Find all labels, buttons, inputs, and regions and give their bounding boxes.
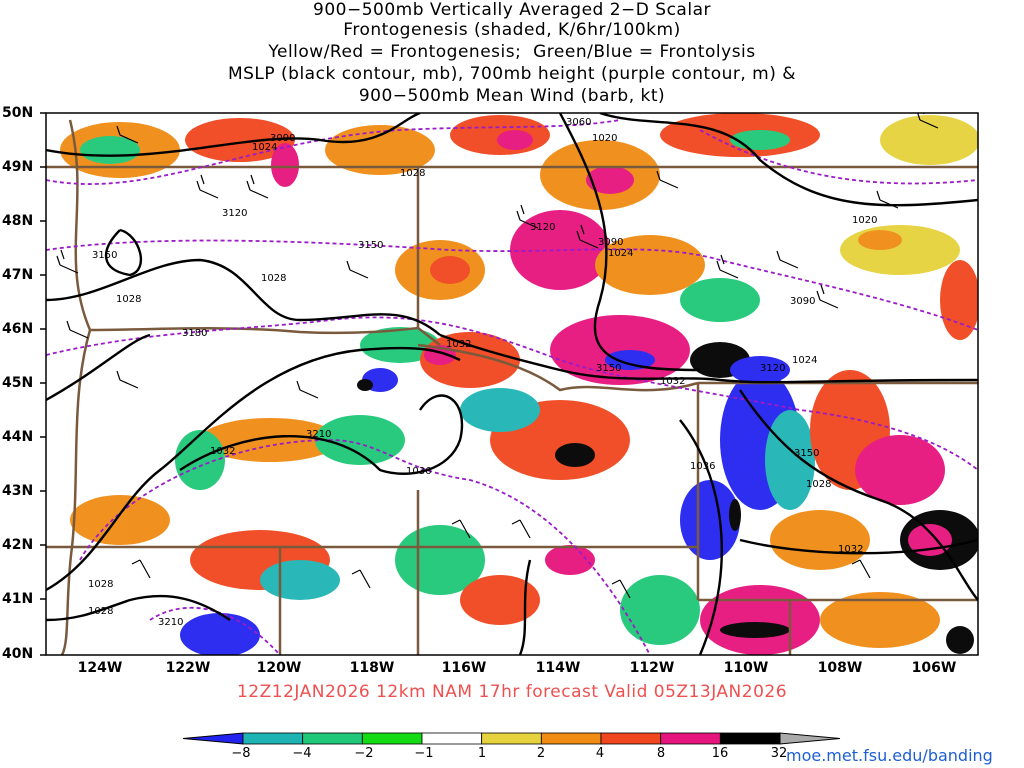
lat-label: 40N <box>2 646 34 662</box>
height-label: 3210 <box>158 617 183 628</box>
lat-label: 50N <box>2 105 34 121</box>
height-label: 3150 <box>794 448 819 459</box>
colorbar <box>182 732 841 745</box>
height-label: 3090 <box>790 296 815 307</box>
mslp-label: 1020 <box>592 133 617 144</box>
height-label: 3150 <box>358 240 383 251</box>
colorbar-swatch <box>361 732 423 745</box>
lat-label: 47N <box>2 267 34 283</box>
colorbar-label: 16 <box>711 746 729 761</box>
mslp-label: 1028 <box>88 606 113 617</box>
lat-label: 48N <box>2 213 34 229</box>
wind-barbs <box>56 113 939 599</box>
lon-label: 114W <box>535 660 581 676</box>
title-line-1: 900−500mb Vertically Averaged 2−D Scalar <box>313 0 711 20</box>
colorbar-label: −2 <box>354 746 374 761</box>
height-label: 3120 <box>530 222 555 233</box>
mslp-label: 1032 <box>660 376 685 387</box>
height-label: 3120 <box>760 363 785 374</box>
lat-label: 49N <box>2 159 34 175</box>
colorbar-swatch <box>242 732 304 745</box>
mslp-label: 1032 <box>210 446 235 457</box>
lon-label: 120W <box>256 660 302 676</box>
title-line-3: Yellow/Red = Frontogenesis; Green/Blue =… <box>268 42 756 62</box>
height-label: 3180 <box>182 328 207 339</box>
height-label: 3120 <box>222 208 247 219</box>
colorbar-swatch <box>600 732 662 745</box>
height-label: 3060 <box>566 117 591 128</box>
mslp-label: 1024 <box>792 355 817 366</box>
mslp-label: 1032 <box>446 339 471 350</box>
lat-label: 43N <box>2 483 34 499</box>
contour-labels: 1024 1020 1028 1024 1028 1028 1024 1032 … <box>88 117 877 628</box>
mslp-label: 1028 <box>261 273 286 284</box>
height-label: 3210 <box>306 429 331 440</box>
colorbar-label: 4 <box>595 746 605 761</box>
mslp-label: 1024 <box>608 248 633 259</box>
mslp-label: 1036 <box>690 461 715 472</box>
mslp-label: 1028 <box>400 168 425 179</box>
title-line-4: MSLP (black contour, mb), 700mb height (… <box>227 64 797 84</box>
lon-label: 106W <box>911 660 957 676</box>
height-label: 3090 <box>270 133 295 144</box>
lat-label: 45N <box>2 375 34 391</box>
colorbar-max-arrow <box>779 732 841 745</box>
lon-label: 118W <box>349 660 395 676</box>
height-label: 3150 <box>92 250 117 261</box>
forecast-valid-time: 12Z12JAN2026 12km NAM 17hr forecast Vali… <box>236 682 788 702</box>
colorbar-label: 8 <box>656 746 666 761</box>
colorbar-label: 1 <box>477 746 487 761</box>
colorbar-label: −1 <box>414 746 434 761</box>
colorbar-swatch <box>540 732 602 745</box>
shading-layer <box>46 113 978 655</box>
mslp-label: 1036 <box>406 466 431 477</box>
height-label: 3150 <box>596 363 621 374</box>
lon-label: 122W <box>165 660 211 676</box>
mslp-label: 1028 <box>806 479 831 490</box>
source-credit: moe.met.fsu.edu/banding <box>786 746 993 765</box>
height-label: 3090 <box>598 237 623 248</box>
lat-label: 42N <box>2 537 34 553</box>
lon-label: 116W <box>441 660 487 676</box>
lat-label: 41N <box>2 591 34 607</box>
mslp-label: 1024 <box>252 142 277 153</box>
mslp-label: 1020 <box>852 215 877 226</box>
colorbar-label: −4 <box>292 746 312 761</box>
colorbar-swatch <box>719 732 781 745</box>
lat-label: 44N <box>2 429 34 445</box>
colorbar-label: 2 <box>536 746 546 761</box>
mslp-label: 1032 <box>838 544 863 555</box>
lon-label: 112W <box>629 660 675 676</box>
colorbar-label: −8 <box>231 746 251 761</box>
lon-label: 110W <box>723 660 769 676</box>
colorbar-min-arrow <box>182 732 244 745</box>
mslp-label: 1028 <box>116 294 141 305</box>
title-line-5: 900−500mb Mean Wind (barb, kt) <box>358 86 666 106</box>
lon-label: 124W <box>77 660 123 676</box>
colorbar-swatch <box>421 732 483 745</box>
lon-label: 108W <box>817 660 863 676</box>
mslp-label: 1028 <box>88 579 113 590</box>
lat-label: 46N <box>2 321 34 337</box>
colorbar-swatch <box>481 732 542 745</box>
title-line-2: Frontogenesis (shaded, K/6hr/100km) <box>343 20 681 40</box>
colorbar-label: 32 <box>770 746 788 761</box>
colorbar-swatch <box>660 732 721 745</box>
colorbar-swatch <box>302 732 363 745</box>
